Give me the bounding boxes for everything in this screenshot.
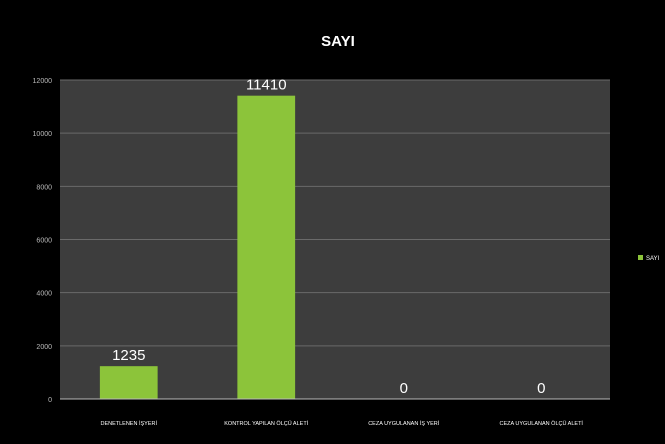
data-label: 11410 — [246, 77, 287, 94]
y-axis-ticks: 0 2000 4000 6000 8000 10000 12000 — [33, 78, 53, 404]
y-tick-label: 10000 — [33, 131, 53, 138]
y-tick-label: 4000 — [36, 291, 52, 298]
y-tick-label: 2000 — [36, 344, 52, 351]
y-tick-label: 12000 — [33, 78, 53, 85]
y-tick-label: 0 — [48, 397, 52, 404]
data-labels: 1235 11410 0 0 — [112, 77, 545, 397]
x-tick-label: DENETLENEN İŞYERİ — [100, 420, 157, 427]
legend-swatch — [638, 255, 643, 260]
bar — [237, 95, 296, 399]
data-label: 0 — [400, 380, 408, 397]
x-axis-ticks: DENETLENEN İŞYERİ KONTROL YAPILAN ÖLÇÜ AL… — [100, 420, 583, 427]
gridlines — [60, 79, 610, 347]
x-tick-label: KONTROL YAPILAN ÖLÇÜ ALETİ — [224, 420, 308, 427]
legend: SAYI — [638, 255, 660, 262]
x-tick-label: CEZA UYGULANAN ÖLÇÜ ALETİ — [500, 420, 584, 427]
data-label: 1235 — [112, 347, 145, 364]
legend-label: SAYI — [646, 256, 660, 262]
y-tick-label: 6000 — [36, 238, 52, 245]
chart-title: SAYI — [321, 33, 355, 50]
bar — [99, 366, 158, 399]
x-tick-label: CEZA UYGULANAN İŞ YERİ — [368, 420, 440, 427]
data-label: 0 — [537, 380, 545, 397]
y-tick-label: 8000 — [36, 184, 52, 191]
bars — [99, 95, 296, 399]
